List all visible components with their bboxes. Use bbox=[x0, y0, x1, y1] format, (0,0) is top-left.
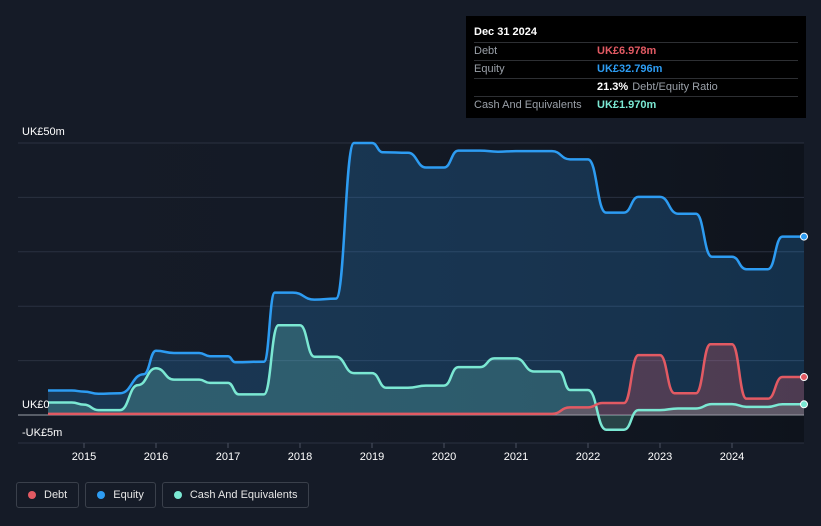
tooltip-debt-label: Debt bbox=[474, 45, 498, 57]
series-endpoints bbox=[800, 232, 808, 409]
data-tooltip: Dec 31 2024 Debt UK£6.978m Equity UK£32.… bbox=[466, 16, 806, 118]
legend-dot-debt bbox=[28, 491, 36, 499]
tooltip-cash-label: Cash And Equivalents bbox=[474, 99, 582, 111]
tooltip-row-ratio: 21.3% Debt/Equity Ratio bbox=[474, 78, 798, 96]
tooltip-row-debt: Debt UK£6.978m bbox=[474, 42, 798, 60]
x-tick-label-2019: 2019 bbox=[360, 451, 384, 463]
area-debt bbox=[48, 344, 804, 415]
x-tick-label-2024: 2024 bbox=[720, 451, 744, 463]
legend-label-cash: Cash And Equivalents bbox=[189, 489, 298, 501]
x-tick-label-2020: 2020 bbox=[432, 451, 456, 463]
x-ticks: 2015 2016 2017 2018 2019 2020 2021 2022 2023 2024 bbox=[72, 443, 744, 463]
series-areas bbox=[48, 143, 804, 430]
y-tick-bottom-label: -UK£5m bbox=[22, 427, 62, 439]
x-tick-label-2015: 2015 bbox=[72, 451, 96, 463]
series-lines bbox=[48, 141, 804, 431]
line-equity bbox=[48, 141, 804, 396]
x-tick-label-2023: 2023 bbox=[648, 451, 672, 463]
tooltip-cash-value: UK£1.970m bbox=[597, 99, 657, 111]
x-tick-label-2016: 2016 bbox=[144, 451, 168, 463]
line-debt bbox=[48, 343, 804, 416]
tooltip-row-equity: Equity UK£32.796m bbox=[474, 60, 798, 78]
tooltip-row-cash: Cash And Equivalents UK£1.970m bbox=[474, 96, 798, 114]
tooltip-equity-label: Equity bbox=[474, 63, 505, 75]
y-tick-zero-label: UK£0 bbox=[22, 399, 50, 411]
area-cash-and-equivalents bbox=[48, 325, 804, 430]
endpoint-equity bbox=[800, 232, 808, 241]
endpoint-debt bbox=[800, 373, 808, 382]
x-tick-label-2017: 2017 bbox=[216, 451, 240, 463]
legend-dot-equity bbox=[97, 491, 106, 499]
tooltip-equity-value: UK£32.796m bbox=[597, 63, 663, 75]
endpoint-cash-and-equivalents bbox=[800, 400, 808, 409]
area-equity bbox=[48, 143, 804, 415]
legend-label-equity: Equity bbox=[113, 489, 144, 501]
legend-item-debt[interactable]: Debt bbox=[16, 482, 80, 508]
tooltip-ratio-caption: Debt/Equity Ratio bbox=[632, 81, 718, 93]
axes: UK£50m UK£0 -UK£5m bbox=[22, 126, 65, 439]
tooltip-ratio-value: 21.3% bbox=[597, 81, 629, 93]
legend-item-cash[interactable]: Cash And Equivalents bbox=[161, 482, 310, 508]
chart-legend: Debt Equity Cash And Equivalents bbox=[16, 482, 310, 510]
y-tick-top-label: UK£50m bbox=[22, 126, 65, 138]
tooltip-debt-value: UK£6.978m bbox=[597, 45, 657, 57]
legend-item-equity[interactable]: Equity bbox=[85, 482, 156, 508]
line-cash-and-equivalents bbox=[48, 323, 804, 431]
x-tick-label-2021: 2021 bbox=[504, 451, 528, 463]
x-tick-label-2022: 2022 bbox=[576, 451, 600, 463]
tooltip-ratio-label bbox=[474, 79, 597, 96]
legend-dot-cash bbox=[173, 491, 182, 499]
x-tick-label-2018: 2018 bbox=[288, 451, 312, 463]
legend-label-debt: Debt bbox=[44, 489, 68, 501]
tooltip-date: Dec 31 2024 bbox=[474, 26, 537, 38]
